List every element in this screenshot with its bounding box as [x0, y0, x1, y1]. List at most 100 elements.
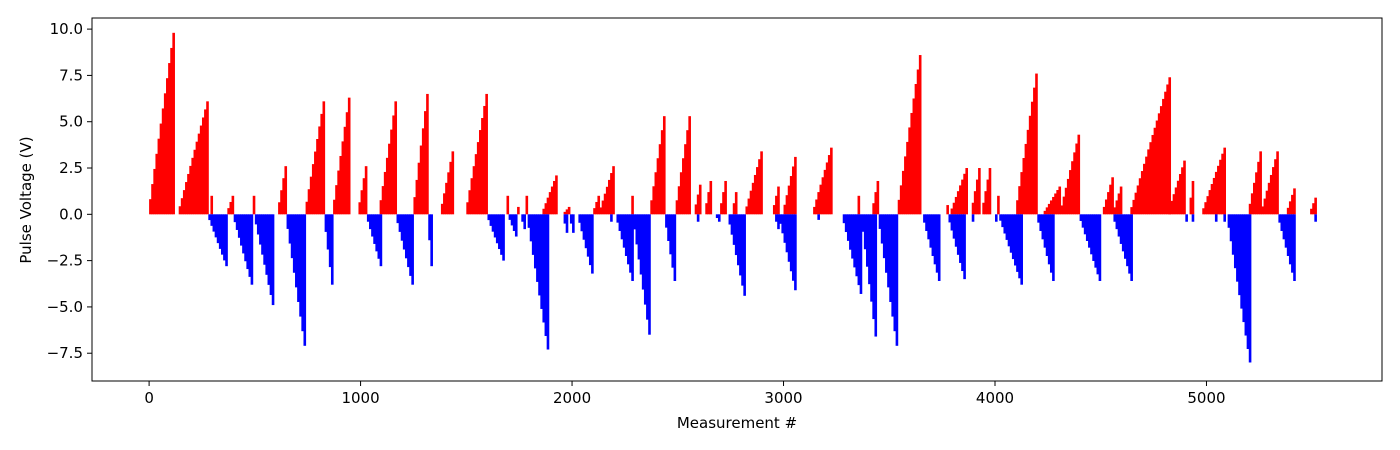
negative-bar	[254, 214, 258, 225]
negative-bar	[1098, 214, 1102, 281]
positive-bar	[180, 198, 184, 215]
negative-bar	[1085, 214, 1089, 241]
y-tick-label: 7.5	[59, 66, 83, 84]
positive-bar	[567, 206, 571, 215]
negative-bar	[842, 214, 846, 224]
negative-bar	[1278, 214, 1281, 223]
positive-bar	[474, 154, 478, 215]
negative-bar	[523, 214, 527, 230]
positive-bar	[280, 190, 283, 215]
positive-bar	[1075, 143, 1078, 215]
negative-bar	[1049, 214, 1053, 273]
positive-bar	[187, 173, 190, 215]
negative-bar	[256, 214, 260, 235]
negative-bar	[849, 214, 852, 250]
positive-bar	[1291, 194, 1294, 215]
positive-bar	[971, 202, 975, 215]
positive-bar	[1269, 174, 1273, 215]
positive-bar	[1149, 142, 1152, 215]
positive-bar	[182, 190, 186, 215]
negative-bar	[950, 214, 954, 231]
negative-bar	[533, 214, 537, 269]
positive-bar	[553, 180, 556, 215]
negative-bar	[242, 214, 245, 254]
negative-bar	[789, 214, 793, 272]
positive-bar	[599, 207, 603, 215]
negative-bar	[292, 214, 296, 273]
positive-bar	[608, 179, 611, 215]
negative-bar	[882, 214, 886, 259]
positive-bar	[823, 169, 827, 215]
negative-bar	[1244, 214, 1248, 336]
positive-bar	[343, 126, 347, 215]
negative-bar	[223, 214, 226, 261]
negative-bar	[933, 214, 937, 265]
positive-bar	[1140, 171, 1144, 215]
positive-bar	[709, 180, 713, 215]
positive-bar	[390, 129, 393, 215]
negative-bar	[1280, 214, 1284, 231]
positive-bar	[191, 157, 194, 215]
positive-bar	[775, 195, 778, 215]
positive-bar	[1204, 202, 1207, 215]
negative-bar	[591, 214, 594, 274]
positive-bar	[1052, 196, 1055, 215]
positive-bar	[311, 164, 315, 215]
negative-bar	[216, 214, 220, 244]
positive-bar	[1265, 190, 1269, 215]
negative-bar	[880, 214, 884, 244]
positive-bar	[341, 141, 345, 215]
positive-bar	[1168, 207, 1172, 215]
positive-bar	[1107, 192, 1110, 215]
negative-bar	[1009, 214, 1013, 253]
positive-bar	[470, 178, 474, 215]
positive-bar	[959, 185, 962, 215]
negative-bar	[794, 214, 797, 291]
negative-bar	[510, 214, 514, 226]
negative-bar	[521, 214, 524, 222]
negative-bar	[895, 214, 899, 346]
negative-bar	[369, 214, 372, 230]
positive-bar	[227, 208, 230, 215]
y-tick-label: 2.5	[59, 159, 83, 177]
positive-bar	[961, 179, 964, 215]
positive-bar	[1166, 84, 1169, 215]
negative-bar	[295, 214, 298, 288]
negative-bar	[728, 214, 732, 225]
negative-bar	[563, 214, 567, 224]
negative-bar	[1043, 214, 1047, 248]
negative-bar	[846, 214, 850, 241]
positive-bar	[388, 143, 391, 215]
negative-bar	[781, 214, 785, 234]
positive-bar	[309, 176, 313, 215]
negative-bar	[498, 214, 501, 250]
positive-bar	[593, 208, 596, 215]
negative-bar	[240, 214, 243, 246]
negative-bar	[324, 214, 328, 232]
positive-bar	[1310, 208, 1313, 215]
positive-bar	[682, 158, 685, 215]
positive-bar	[1109, 184, 1112, 215]
negative-bar	[404, 214, 408, 259]
positive-bar	[1272, 167, 1275, 215]
positive-bar	[783, 204, 787, 215]
positive-bar	[906, 141, 909, 215]
negative-bar	[299, 214, 302, 317]
positive-bar	[364, 166, 368, 215]
bar-series-group	[149, 32, 1317, 363]
positive-bar	[1073, 152, 1076, 215]
negative-bar	[1238, 214, 1241, 296]
negative-bar	[971, 214, 975, 222]
negative-bar	[1282, 214, 1286, 240]
negative-bar	[301, 214, 304, 332]
positive-bar	[1274, 159, 1277, 215]
negative-bar	[1005, 214, 1009, 240]
positive-bar	[1130, 207, 1133, 215]
positive-bar	[1168, 77, 1172, 215]
positive-bar	[908, 127, 911, 215]
positive-bar	[1267, 182, 1271, 215]
negative-bar	[1052, 214, 1055, 281]
positive-bar	[1172, 194, 1176, 215]
positive-bar	[1164, 91, 1167, 215]
positive-bar	[753, 174, 757, 215]
